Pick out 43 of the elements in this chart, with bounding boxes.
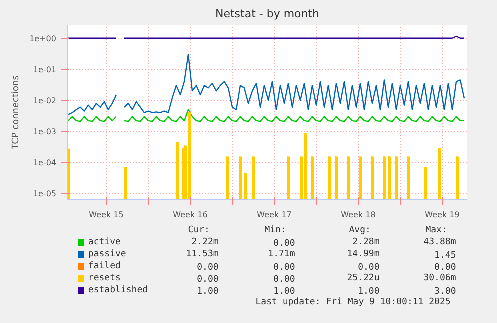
text: 3.00 bbox=[434, 287, 456, 297]
x-tick-label: Week 17 bbox=[257, 210, 292, 220]
legend-label: failed bbox=[88, 262, 121, 272]
y-tick-label: 1e-02 bbox=[33, 96, 56, 106]
text: 43.88m bbox=[424, 238, 456, 248]
x-tick-label: Week 16 bbox=[173, 210, 208, 220]
legend-label: resets bbox=[88, 274, 121, 284]
text: 14.99m bbox=[347, 250, 380, 260]
text: Min: bbox=[264, 226, 286, 236]
text: 0.00 bbox=[274, 239, 296, 249]
text: 0.00 bbox=[274, 263, 296, 273]
text: Avg: bbox=[349, 226, 371, 236]
text: 30.06m bbox=[424, 274, 456, 284]
x-tick-label: Week 15 bbox=[89, 210, 124, 220]
x-tick-label: Week 19 bbox=[425, 210, 460, 220]
legend-label: passive bbox=[88, 250, 126, 260]
x-tick-label: Week 18 bbox=[341, 210, 376, 220]
text: 0.00 bbox=[358, 263, 380, 273]
y-tick-label: 1e+00 bbox=[30, 34, 57, 44]
text: 1.00 bbox=[197, 287, 219, 297]
legend-label: established bbox=[88, 286, 148, 296]
text: 0.00 bbox=[197, 275, 219, 285]
y-tick-label: 1e-04 bbox=[33, 158, 56, 168]
text: 1.45 bbox=[434, 251, 456, 261]
text: 2.28m bbox=[352, 238, 380, 248]
chart-title: Netstat - by month bbox=[215, 8, 320, 20]
y-tick-label: 1e-05 bbox=[33, 190, 56, 199]
legend-label: active bbox=[88, 238, 121, 248]
text: 0.00 bbox=[197, 263, 219, 273]
y-tick-label: 1e-01 bbox=[33, 65, 56, 74]
text: 1.71m bbox=[268, 250, 296, 260]
text: Cur: bbox=[188, 226, 210, 236]
text: 25.22u bbox=[347, 274, 380, 284]
y-axis-title: TCP connections bbox=[12, 75, 22, 150]
text: 1.00 bbox=[358, 287, 380, 297]
y-tick-label: 1e-03 bbox=[33, 128, 56, 137]
text: 11.53m bbox=[186, 250, 219, 260]
text: 1.00 bbox=[274, 287, 296, 297]
text: 0.00 bbox=[434, 263, 456, 273]
text: Last update: Fri May 9 10:00:11 2025 bbox=[256, 298, 451, 308]
text: 0.00 bbox=[274, 275, 296, 285]
text: 2.22m bbox=[192, 238, 219, 248]
text: Max: bbox=[426, 226, 448, 236]
